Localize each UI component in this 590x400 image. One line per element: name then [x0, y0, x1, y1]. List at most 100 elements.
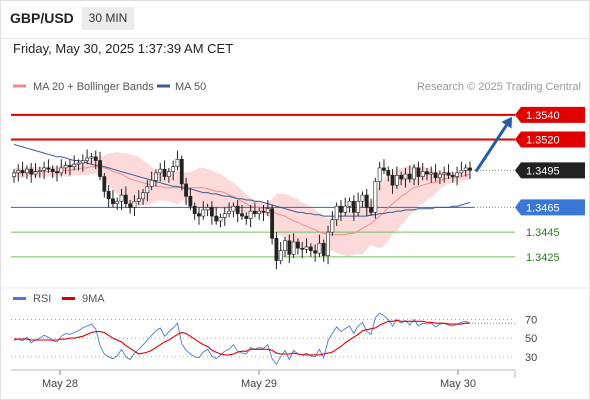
rsi-tick-30: 30 — [525, 352, 537, 364]
candle-body — [42, 167, 47, 171]
candle-body — [123, 194, 128, 205]
candle-body — [201, 209, 206, 217]
candle-body — [437, 173, 442, 179]
legend-9ma-swatch — [62, 297, 75, 300]
candle-body — [386, 170, 391, 176]
rsi-tick-50: 50 — [525, 333, 537, 345]
candle-body — [287, 240, 292, 255]
legend-ma20-swatch — [13, 84, 26, 88]
level-label-0: 1.3540 — [526, 110, 560, 122]
candle-body — [382, 167, 386, 171]
candle-body — [373, 181, 378, 213]
candle-body — [356, 200, 361, 213]
candle-body — [300, 247, 305, 250]
candle-body — [145, 186, 150, 193]
level-label-2: 1.3495 — [526, 165, 560, 177]
candle-body — [425, 171, 429, 175]
level-tag-3 — [515, 199, 585, 216]
candle-body — [463, 167, 468, 171]
level-tag-2 — [515, 162, 585, 179]
candle-body — [12, 172, 16, 177]
candle-body — [390, 175, 395, 186]
candle-body — [171, 166, 176, 172]
candle-body — [80, 160, 85, 164]
timeframe-badge[interactable]: 30 MIN — [82, 7, 134, 30]
candle-body — [253, 210, 257, 214]
candle-body — [407, 173, 412, 180]
candle-body — [197, 213, 201, 217]
x-tick-label-2: May 30 — [440, 378, 476, 390]
rsi-ma-line — [14, 319, 470, 356]
candle-body — [248, 210, 253, 219]
candle-body — [222, 213, 227, 218]
rsi-line — [13, 312, 471, 366]
candle-body — [214, 215, 219, 222]
candle-body — [209, 207, 214, 217]
candle-body — [399, 175, 404, 180]
candle-body — [450, 175, 455, 177]
candle-body — [412, 167, 416, 180]
candle-body — [136, 198, 141, 202]
candles — [12, 149, 472, 270]
candle-body — [261, 210, 266, 213]
chart-datetime: Friday, May 30, 2025 1:37:39 AM CET — [13, 41, 234, 56]
candle-body — [89, 156, 94, 159]
legend-rsi-swatch — [13, 297, 26, 300]
forecast-arrow-shaft — [474, 124, 508, 173]
candle-body — [55, 171, 59, 174]
symbol-label[interactable]: GBP/USD — [10, 10, 74, 26]
candle-body — [283, 240, 287, 251]
level-tag-0 — [515, 106, 585, 123]
level-label-1: 1.3520 — [526, 135, 560, 147]
candle-body — [16, 170, 21, 174]
candle-body — [360, 194, 365, 202]
candle-body — [128, 203, 133, 208]
candle-body — [377, 167, 382, 182]
candle-body — [326, 231, 330, 256]
candle-body — [192, 205, 197, 214]
candle-body — [364, 194, 369, 208]
candle-body — [403, 173, 408, 180]
candle-body — [369, 207, 373, 213]
candle-body — [111, 198, 115, 205]
candle-body — [442, 172, 447, 175]
candle-body — [141, 192, 145, 200]
candle-body — [149, 179, 154, 187]
candle-body — [446, 172, 451, 176]
candle-body — [317, 242, 322, 254]
candle-body — [468, 167, 472, 171]
candle-body — [416, 167, 421, 177]
legend-9ma-label: 9MA — [82, 293, 105, 305]
candle-body — [296, 241, 300, 249]
ma20-line — [14, 166, 471, 236]
legend-ma50-label: MA 50 — [175, 81, 206, 93]
candle-body — [166, 171, 171, 177]
candle-body — [106, 191, 111, 200]
candle-body — [115, 200, 120, 205]
candle-body — [343, 205, 348, 213]
candle-body — [429, 172, 434, 175]
candle-body — [29, 168, 34, 175]
candle-body — [93, 156, 98, 161]
candle-body — [119, 194, 124, 202]
candle-body — [85, 157, 90, 161]
candle-body — [270, 208, 275, 239]
candle-body — [231, 205, 236, 212]
candle-body — [205, 207, 210, 211]
candle-body — [334, 205, 339, 221]
candle-body — [37, 170, 42, 172]
candle-body — [274, 238, 279, 261]
candle-body — [455, 172, 459, 177]
candle-body — [227, 210, 231, 214]
rsi-tick-70: 70 — [525, 314, 537, 326]
candle-body — [257, 210, 262, 214]
candle-body — [188, 196, 193, 207]
x-tick-label-0: May 28 — [42, 378, 78, 390]
candle-body — [278, 250, 283, 261]
candle-body — [33, 171, 38, 175]
legend-ma20-label: MA 20 + Bollinger Bands — [33, 81, 154, 93]
candle-body — [25, 168, 29, 174]
candle-body — [420, 171, 425, 177]
candle-body — [339, 205, 343, 213]
candle-body — [102, 176, 107, 192]
